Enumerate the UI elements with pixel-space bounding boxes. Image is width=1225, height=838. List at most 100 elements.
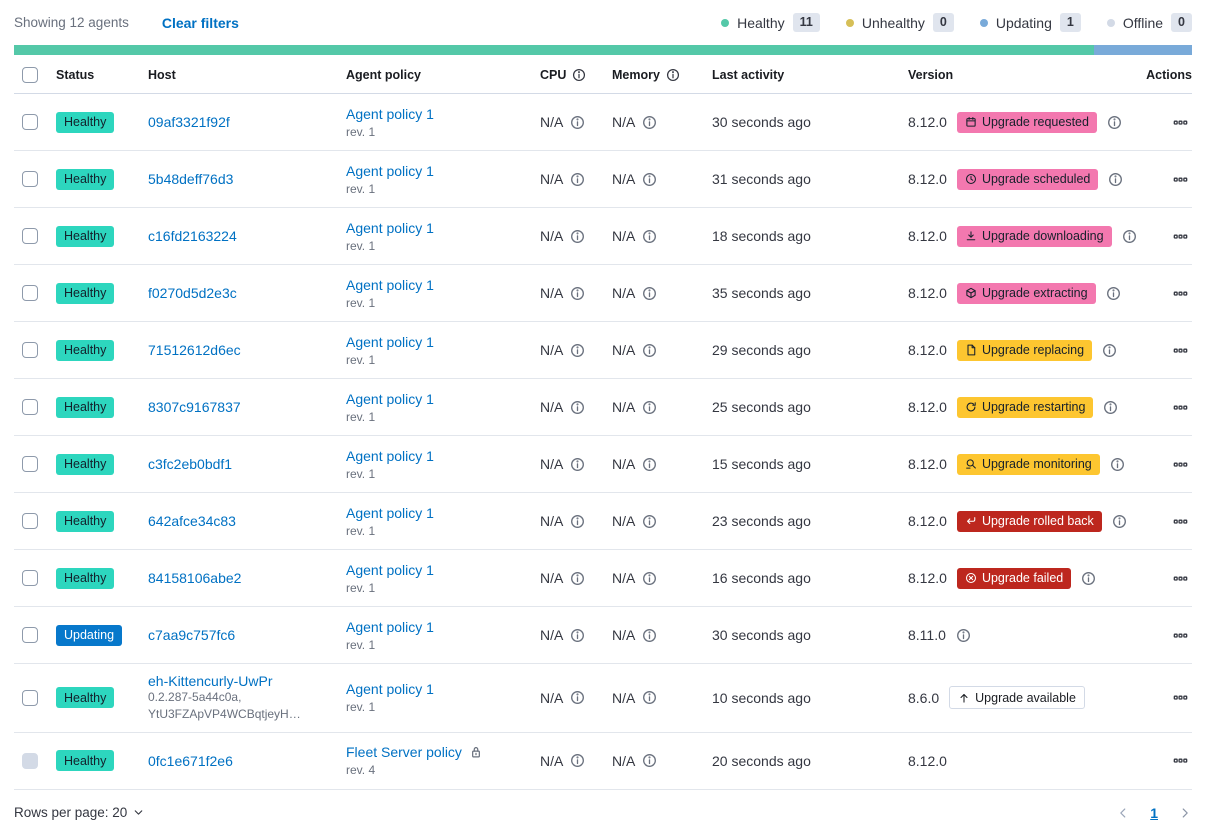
memory-na-info-icon[interactable]: [642, 514, 657, 529]
memory-na-info-icon[interactable]: [642, 571, 657, 586]
upgrade-status-badge[interactable]: Upgrade extracting: [956, 282, 1096, 304]
upgrade-info-icon[interactable]: [1122, 229, 1137, 244]
row-actions-button[interactable]: [1169, 227, 1192, 246]
memory-na-info-icon[interactable]: [642, 229, 657, 244]
cpu-na-info-icon[interactable]: [570, 457, 585, 472]
agent-policy-link[interactable]: Agent policy 1: [346, 618, 434, 635]
agent-policy-link[interactable]: Agent policy 1: [346, 504, 434, 521]
upgrade-info-icon[interactable]: [1106, 286, 1121, 301]
memory-na-info-icon[interactable]: [642, 628, 657, 643]
cpu-na-info-icon[interactable]: [570, 172, 585, 187]
cpu-na-info-icon[interactable]: [570, 400, 585, 415]
host-link[interactable]: eh-Kittencurly-UwPr: [148, 673, 273, 689]
memory-na-info-icon[interactable]: [642, 286, 657, 301]
cpu-na-info-icon[interactable]: [570, 514, 585, 529]
previous-page-button[interactable]: [1116, 806, 1130, 820]
host-link[interactable]: c3fc2eb0bdf1: [148, 456, 233, 472]
upgrade-status-badge[interactable]: Upgrade available: [949, 686, 1085, 710]
row-actions-button[interactable]: [1169, 626, 1192, 645]
upgrade-info-icon[interactable]: [1108, 172, 1123, 187]
row-checkbox[interactable]: [22, 570, 38, 586]
upgrade-info-icon[interactable]: [1102, 343, 1117, 358]
agent-policy-link[interactable]: Agent policy 1: [346, 105, 434, 122]
next-page-button[interactable]: [1178, 806, 1192, 820]
cpu-na-info-icon[interactable]: [570, 115, 585, 130]
cpu-na-info-icon[interactable]: [570, 753, 585, 768]
agent-policy-link[interactable]: Agent policy 1: [346, 390, 434, 407]
row-checkbox[interactable]: [22, 689, 38, 706]
upgrade-status-badge[interactable]: Upgrade rolled back: [956, 510, 1102, 532]
agent-policy-link[interactable]: Fleet Server policy: [346, 744, 462, 761]
host-link[interactable]: c7aa9c757fc6: [148, 627, 236, 643]
row-checkbox[interactable]: [22, 114, 38, 130]
row-actions-button[interactable]: [1169, 170, 1192, 189]
upgrade-status-badge[interactable]: Upgrade restarting: [956, 396, 1094, 418]
clear-filters-link[interactable]: Clear filters: [161, 14, 239, 31]
upgrade-status-badge[interactable]: Upgrade requested: [956, 111, 1097, 133]
row-actions-button[interactable]: [1169, 751, 1192, 770]
cpu-na-info-icon[interactable]: [570, 229, 585, 244]
agent-policy-link[interactable]: Agent policy 1: [346, 447, 434, 464]
agent-policy-link[interactable]: Agent policy 1: [346, 219, 434, 236]
upgrade-info-icon[interactable]: [1110, 457, 1125, 472]
host-link[interactable]: 71512612d6ec: [148, 342, 241, 358]
memory-na-info-icon[interactable]: [642, 400, 657, 415]
legend-item-offline[interactable]: Offline 0: [1106, 13, 1192, 32]
row-checkbox[interactable]: [22, 228, 38, 244]
host-link[interactable]: f0270d5d2e3c: [148, 285, 237, 301]
row-checkbox[interactable]: [22, 342, 38, 358]
row-actions-button[interactable]: [1169, 569, 1192, 588]
select-all-checkbox[interactable]: [22, 67, 38, 83]
upgrade-info-icon[interactable]: [1112, 514, 1127, 529]
host-link[interactable]: 84158106abe2: [148, 570, 242, 586]
row-actions-button[interactable]: [1169, 113, 1192, 132]
host-link[interactable]: 09af3321f92f: [148, 114, 230, 130]
agent-policy-link[interactable]: Agent policy 1: [346, 276, 434, 293]
memory-na-info-icon[interactable]: [642, 457, 657, 472]
upgrade-status-badge[interactable]: Upgrade replacing: [956, 339, 1093, 361]
agent-policy-link[interactable]: Agent policy 1: [346, 561, 434, 578]
upgrade-info-icon[interactable]: [1103, 400, 1118, 415]
agent-policy-link[interactable]: Agent policy 1: [346, 162, 434, 179]
memory-na-info-icon[interactable]: [642, 172, 657, 187]
row-actions-button[interactable]: [1169, 512, 1192, 531]
row-actions-button[interactable]: [1169, 688, 1192, 707]
host-link[interactable]: 0fc1e671f2e6: [148, 752, 233, 769]
agent-policy-link[interactable]: Agent policy 1: [346, 333, 434, 350]
memory-na-info-icon[interactable]: [642, 690, 657, 705]
row-checkbox[interactable]: [22, 513, 38, 529]
upgrade-status-badge[interactable]: Upgrade failed: [956, 567, 1072, 589]
upgrade-status-badge[interactable]: Upgrade monitoring: [956, 453, 1100, 475]
legend-item-unhealthy[interactable]: Unhealthy 0: [845, 13, 954, 32]
row-actions-button[interactable]: [1169, 341, 1192, 360]
upgrade-status-badge[interactable]: Upgrade scheduled: [956, 168, 1099, 190]
row-actions-button[interactable]: [1169, 455, 1192, 474]
row-checkbox[interactable]: [22, 399, 38, 415]
memory-na-info-icon[interactable]: [642, 115, 657, 130]
row-checkbox[interactable]: [22, 456, 38, 472]
row-actions-button[interactable]: [1169, 398, 1192, 417]
row-checkbox[interactable]: [22, 285, 38, 301]
cpu-info-icon[interactable]: [572, 68, 586, 82]
row-actions-button[interactable]: [1169, 284, 1192, 303]
page-number-1[interactable]: 1: [1150, 804, 1158, 821]
host-link[interactable]: 8307c9167837: [148, 399, 241, 415]
host-link[interactable]: 642afce34c83: [148, 513, 236, 529]
upgrade-info-icon[interactable]: [1107, 115, 1122, 130]
cpu-na-info-icon[interactable]: [570, 690, 585, 705]
cpu-na-info-icon[interactable]: [570, 286, 585, 301]
cpu-na-info-icon[interactable]: [570, 571, 585, 586]
agent-policy-link[interactable]: Agent policy 1: [346, 681, 434, 698]
legend-item-updating[interactable]: Updating 1: [979, 13, 1081, 32]
memory-info-icon[interactable]: [666, 68, 680, 82]
row-checkbox[interactable]: [22, 171, 38, 187]
memory-na-info-icon[interactable]: [642, 343, 657, 358]
host-link[interactable]: 5b48deff76d3: [148, 171, 234, 187]
upgrade-info-icon[interactable]: [1081, 571, 1096, 586]
cpu-na-info-icon[interactable]: [570, 343, 585, 358]
legend-item-healthy[interactable]: Healthy 11: [721, 13, 820, 32]
upgrade-status-badge[interactable]: Upgrade downloading: [956, 225, 1112, 247]
host-link[interactable]: c16fd2163224: [148, 228, 237, 244]
memory-na-info-icon[interactable]: [642, 753, 657, 768]
row-checkbox[interactable]: [22, 627, 38, 643]
